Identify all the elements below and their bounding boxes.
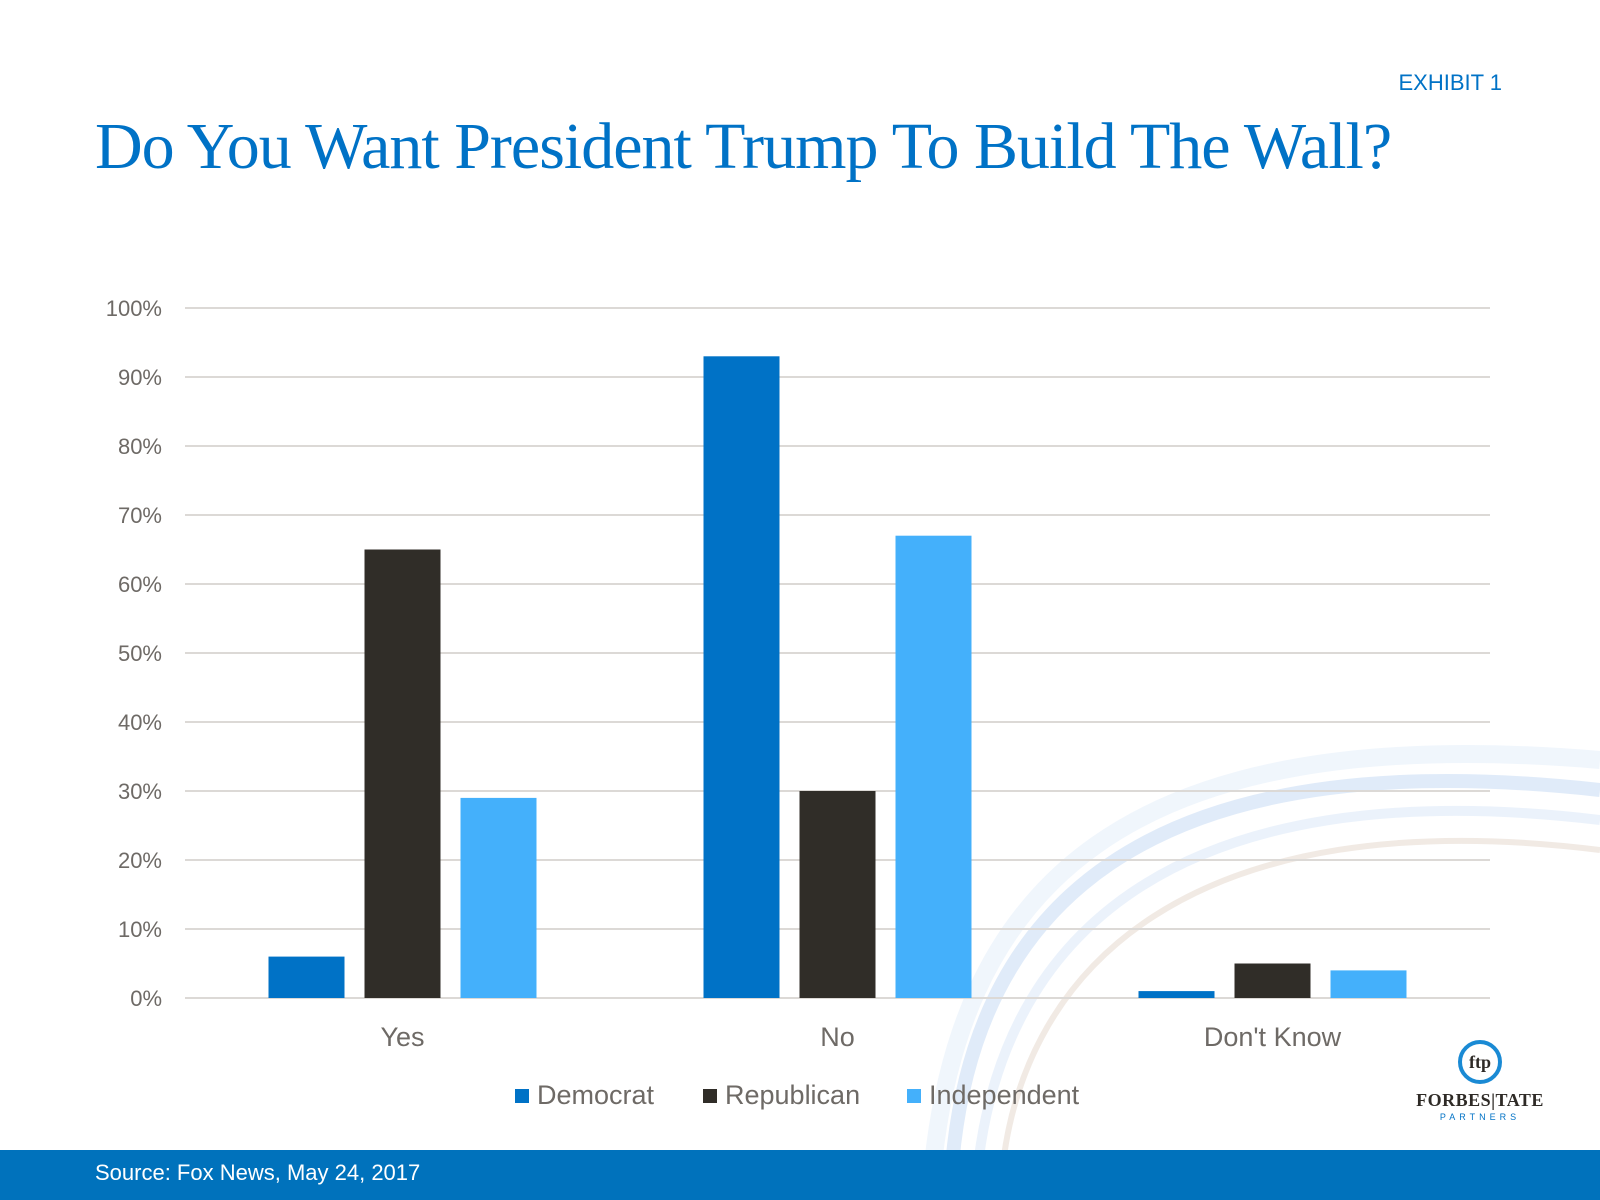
legend-label: Democrat bbox=[537, 1080, 655, 1110]
x-tick-label: No bbox=[820, 1022, 855, 1052]
x-tick-label: Don't Know bbox=[1204, 1022, 1342, 1052]
bar-independent-yes bbox=[460, 797, 537, 998]
bar-democrat-yes bbox=[268, 956, 345, 998]
y-tick-label: 50% bbox=[118, 641, 162, 666]
y-tick-label: 60% bbox=[118, 572, 162, 597]
legend-swatch bbox=[703, 1088, 717, 1103]
legend-item-democrat: Democrat bbox=[515, 1080, 654, 1111]
bar-republican-no bbox=[799, 791, 876, 998]
exhibit-label: EXHIBIT 1 bbox=[1398, 70, 1502, 95]
forbes-tate-logo: ftp FORBES|TATE PARTNERS bbox=[1410, 1040, 1550, 1125]
legend-item-republican: Republican bbox=[703, 1080, 860, 1111]
y-tick-label: 10% bbox=[118, 917, 162, 942]
y-tick-label: 100% bbox=[106, 296, 162, 321]
legend-swatch bbox=[515, 1088, 529, 1103]
y-tick-label: 90% bbox=[118, 365, 162, 390]
y-tick-label: 30% bbox=[118, 779, 162, 804]
y-tick-label: 0% bbox=[130, 986, 162, 1011]
source-text: Source: Fox News, May 24, 2017 bbox=[95, 1160, 421, 1185]
legend-swatch bbox=[907, 1088, 921, 1103]
bar-republican-dontknow bbox=[1234, 963, 1311, 998]
logo-mark: ftp bbox=[1458, 1040, 1502, 1084]
bar-independent-no bbox=[895, 535, 972, 998]
legend-label: Independent bbox=[929, 1080, 1080, 1110]
logo-name: FORBES|TATE bbox=[1416, 1090, 1544, 1110]
footer-bar: Source: Fox News, May 24, 2017 bbox=[0, 1150, 1600, 1200]
bar-democrat-dontknow bbox=[1138, 991, 1215, 998]
legend-label: Republican bbox=[725, 1080, 861, 1110]
bar-democrat-no bbox=[703, 356, 780, 998]
chart-title: Do You Want President Trump To Build The… bbox=[95, 110, 1392, 183]
decorative-swoosh bbox=[921, 745, 1600, 1200]
y-tick-label: 80% bbox=[118, 434, 162, 459]
y-tick-label: 40% bbox=[118, 710, 162, 735]
bar-republican-yes bbox=[364, 549, 441, 998]
legend-item-independent: Independent bbox=[907, 1080, 1079, 1111]
y-tick-label: 20% bbox=[118, 848, 162, 873]
bar-independent-dontknow bbox=[1330, 970, 1407, 998]
y-tick-label: 70% bbox=[118, 503, 162, 528]
x-tick-label: Yes bbox=[380, 1022, 424, 1052]
logo-subtitle: PARTNERS bbox=[1439, 1112, 1521, 1122]
